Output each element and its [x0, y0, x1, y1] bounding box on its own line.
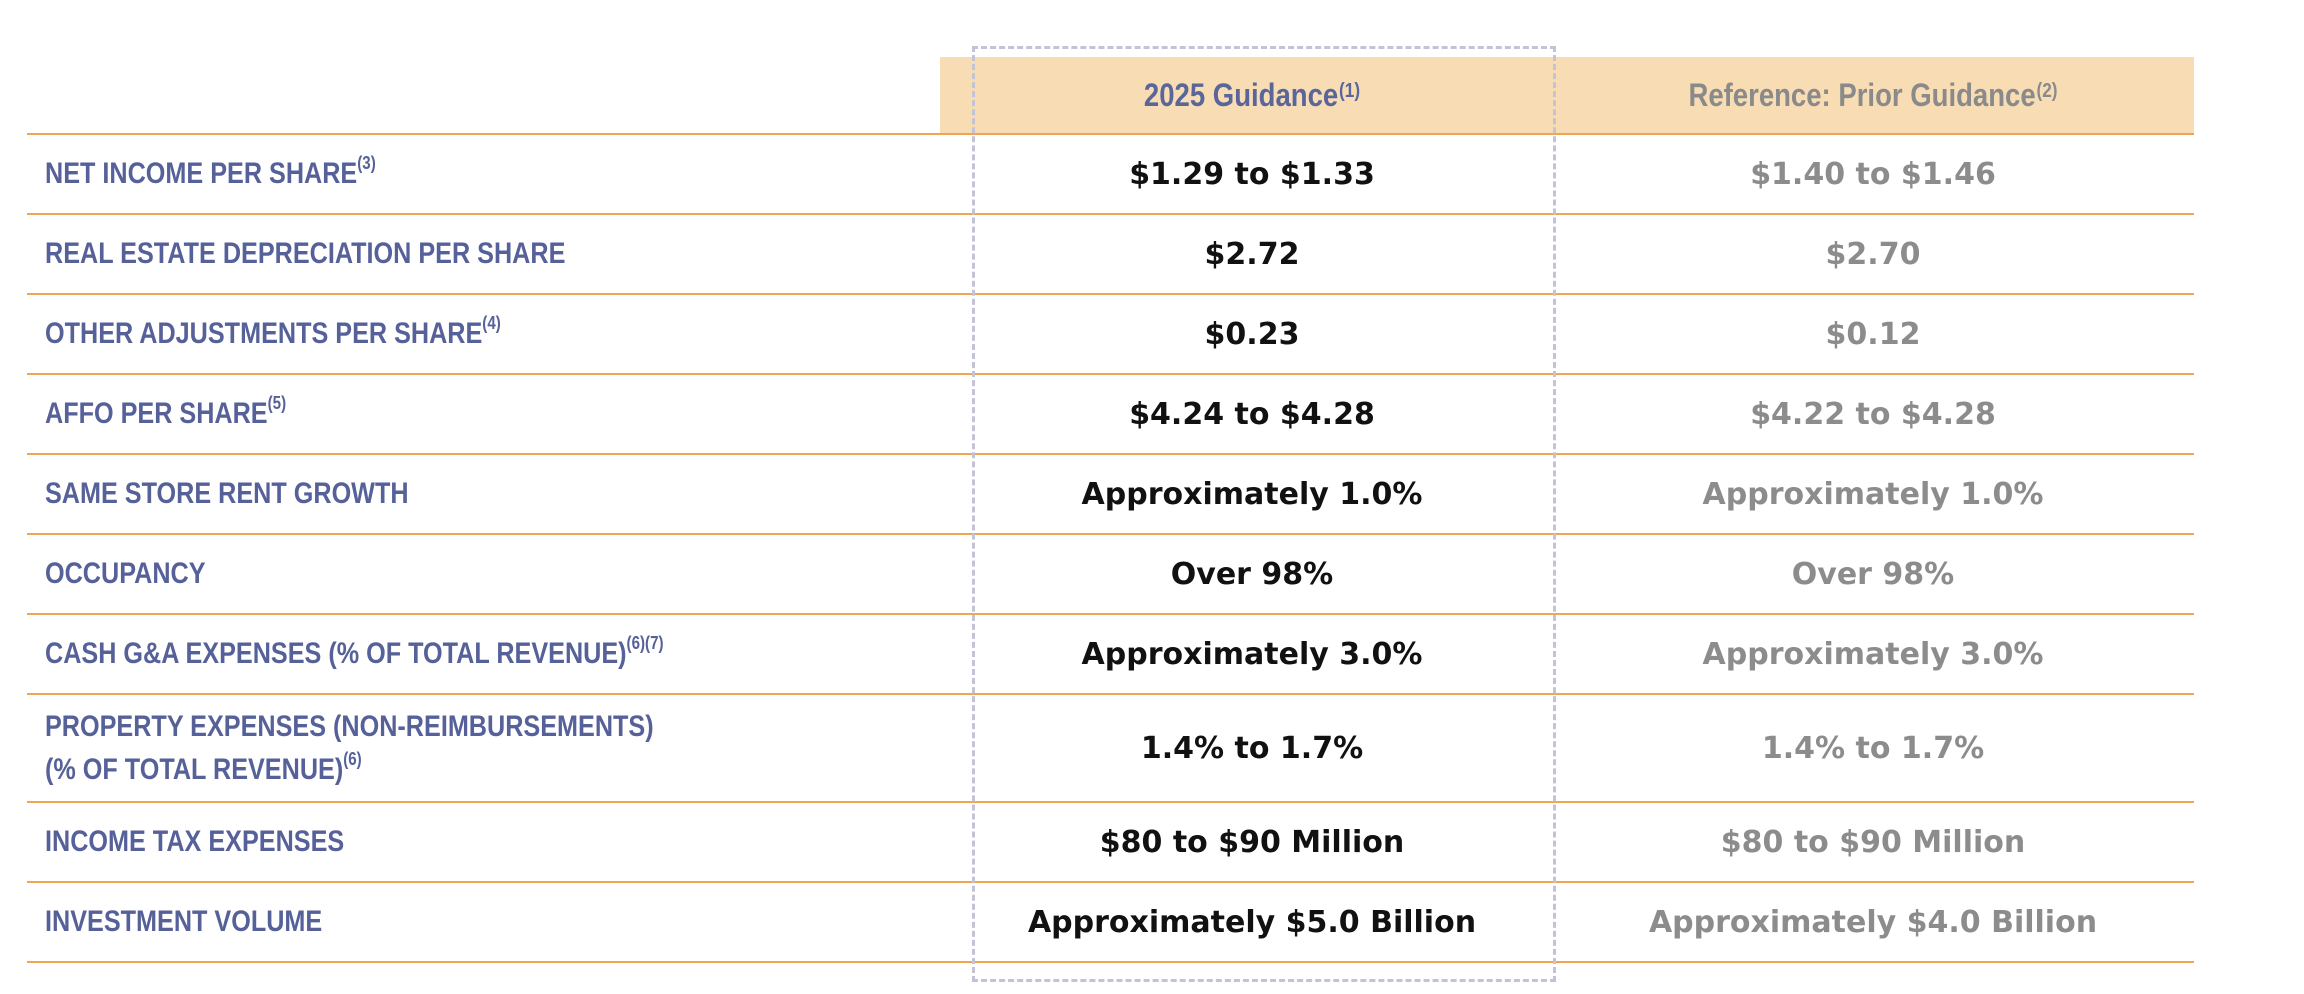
row-footnote: (4): [482, 313, 501, 334]
row-label: AFFO PER SHARE(5): [45, 375, 801, 453]
header-prior-guidance: Reference: Prior Guidance (2): [1597, 57, 2149, 133]
prior-value: 1.4% to 1.7%: [1761, 730, 1985, 766]
row-label: OCCUPANCY: [45, 535, 801, 613]
table-row: INCOME TAX EXPENSES $80 to $90 Million $…: [27, 801, 2194, 881]
row-label-text: INVESTMENT VOLUME: [45, 905, 323, 939]
table-row: OCCUPANCY Over 98% Over 98%: [27, 533, 2194, 613]
row-label: CASH G&A EXPENSES (% OF TOTAL REVENUE)(6…: [45, 615, 801, 693]
row-label: OTHER ADJUSTMENTS PER SHARE(4): [45, 295, 801, 373]
row-footnote: (3): [357, 153, 376, 174]
row-footnote: (6): [343, 749, 362, 769]
guidance-value: $2.72: [1204, 236, 1300, 272]
prior-value: Approximately 1.0%: [1702, 476, 2044, 512]
row-label: NET INCOME PER SHARE(3): [45, 135, 801, 213]
guidance-value: $80 to $90 Million: [1099, 824, 1405, 860]
row-label: REAL ESTATE DEPRECIATION PER SHARE: [45, 215, 801, 293]
guidance-value: Over 98%: [1170, 556, 1334, 592]
row-label: PROPERTY EXPENSES (NON-REIMBURSEMENTS) (%…: [45, 695, 801, 801]
prior-value: Over 98%: [1791, 556, 1955, 592]
guidance-value: 1.4% to 1.7%: [1140, 730, 1364, 766]
row-label-text: OCCUPANCY: [45, 557, 206, 591]
row-label-text: PROPERTY EXPENSES (NON-REIMBURSEMENTS): [45, 709, 654, 743]
header-prior-label: Reference: Prior Guidance: [1688, 76, 2036, 113]
row-label-text: OTHER ADJUSTMENTS PER SHARE: [45, 317, 483, 351]
row-label: SAME STORE RENT GROWTH: [45, 455, 801, 533]
guidance-value: Approximately $5.0 Billion: [1027, 904, 1477, 940]
prior-value: $4.22 to $4.28: [1750, 396, 1996, 432]
prior-value: $1.40 to $1.46: [1750, 156, 1996, 192]
table-row: PROPERTY EXPENSES (NON-REIMBURSEMENTS) (%…: [27, 693, 2194, 801]
guidance-value: $0.23: [1204, 316, 1300, 352]
guidance-value: $1.29 to $1.33: [1129, 156, 1375, 192]
row-label: INCOME TAX EXPENSES: [45, 803, 801, 881]
prior-value: Approximately 3.0%: [1702, 636, 2044, 672]
table-row: REAL ESTATE DEPRECIATION PER SHARE $2.72…: [27, 213, 2194, 293]
row-footnote: (5): [267, 393, 287, 414]
header-band: [940, 57, 2194, 133]
table-row: INVESTMENT VOLUME Approximately $5.0 Bil…: [27, 881, 2194, 963]
prior-value: $0.12: [1825, 316, 1921, 352]
guidance-value: Approximately 1.0%: [1081, 476, 1423, 512]
row-label-text: SAME STORE RENT GROWTH: [45, 477, 409, 511]
table-row: AFFO PER SHARE(5) $4.24 to $4.28 $4.22 t…: [27, 373, 2194, 453]
prior-value: $80 to $90 Million: [1720, 824, 2026, 860]
row-label: INVESTMENT VOLUME: [45, 883, 801, 961]
row-label-text: INCOME TAX EXPENSES: [45, 825, 345, 859]
table-row: SAME STORE RENT GROWTH Approximately 1.0…: [27, 453, 2194, 533]
row-footnote: (6)(7): [626, 633, 664, 654]
row-label-text: NET INCOME PER SHARE: [45, 157, 358, 191]
guidance-value: Approximately 3.0%: [1081, 636, 1423, 672]
header-2025-guidance: 2025 Guidance (1): [1011, 57, 1493, 133]
table-row: OTHER ADJUSTMENTS PER SHARE(4) $0.23 $0.…: [27, 293, 2194, 373]
prior-value: $2.70: [1825, 236, 1921, 272]
row-label-text: REAL ESTATE DEPRECIATION PER SHARE: [45, 237, 566, 271]
header-guidance-footnote: (1): [1339, 79, 1361, 102]
guidance-table: NET INCOME PER SHARE(3) $1.29 to $1.33 $…: [27, 133, 2194, 963]
row-label-text-line2: (% OF TOTAL REVENUE): [45, 753, 344, 786]
row-label-text: AFFO PER SHARE: [45, 397, 268, 431]
header-guidance-label: 2025 Guidance: [1143, 76, 1339, 113]
header-prior-footnote: (2): [2036, 79, 2058, 102]
table-row: CASH G&A EXPENSES (% OF TOTAL REVENUE)(6…: [27, 613, 2194, 693]
guidance-value: $4.24 to $4.28: [1129, 396, 1375, 432]
row-label-text: CASH G&A EXPENSES (% OF TOTAL REVENUE): [45, 637, 627, 671]
prior-value: Approximately $4.0 Billion: [1648, 904, 2098, 940]
table-row: NET INCOME PER SHARE(3) $1.29 to $1.33 $…: [27, 133, 2194, 213]
